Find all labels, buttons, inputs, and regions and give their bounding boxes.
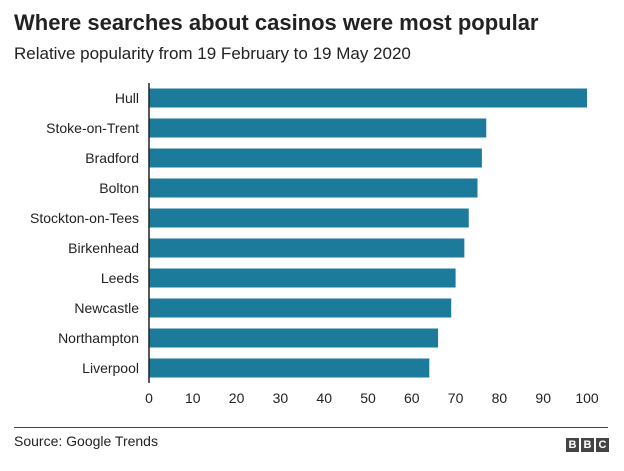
x-tick-label: 0 <box>145 390 153 406</box>
category-label: Bradford <box>85 150 139 166</box>
bbc-logo-letter: B <box>566 438 579 452</box>
x-tick-label: 10 <box>185 390 201 406</box>
bar <box>149 208 469 228</box>
x-tick-label: 50 <box>360 390 376 406</box>
category-label: Newcastle <box>74 300 139 316</box>
category-label: Birkenhead <box>68 240 139 256</box>
category-label: Stoke-on-Trent <box>46 120 139 136</box>
bbc-logo-letter: C <box>596 438 609 452</box>
bar <box>149 118 487 138</box>
bar <box>149 178 478 198</box>
bar <box>149 148 482 168</box>
bar <box>149 358 430 378</box>
bar <box>149 88 587 108</box>
category-label: Liverpool <box>82 360 139 376</box>
footer-divider <box>14 427 608 428</box>
category-label: Leeds <box>101 270 139 286</box>
category-label: Northampton <box>58 330 139 346</box>
x-tick-label: 90 <box>535 390 551 406</box>
source-note: Source: Google Trends <box>14 433 158 449</box>
x-tick-label: 30 <box>273 390 289 406</box>
bar <box>149 268 456 288</box>
bbc-logo: B B C <box>566 438 609 452</box>
x-tick-label: 80 <box>492 390 508 406</box>
category-label: Hull <box>115 90 139 106</box>
bbc-logo-letter: B <box>581 438 594 452</box>
chart-subtitle: Relative popularity from 19 February to … <box>14 44 411 63</box>
chart-title: Where searches about casinos were most p… <box>14 10 539 35</box>
x-tick-label: 70 <box>448 390 464 406</box>
bar <box>149 328 439 348</box>
bar <box>149 238 465 258</box>
category-label: Stockton-on-Tees <box>30 210 139 226</box>
bar <box>149 298 452 318</box>
x-tick-label: 40 <box>316 390 332 406</box>
x-tick-label: 100 <box>575 390 599 406</box>
x-tick-label: 20 <box>229 390 245 406</box>
category-label: Bolton <box>99 180 139 196</box>
bar-chart: Hull Stoke-on-Trent Bradford Bolton Stockton… <box>30 83 599 406</box>
x-tick-label: 60 <box>404 390 420 406</box>
